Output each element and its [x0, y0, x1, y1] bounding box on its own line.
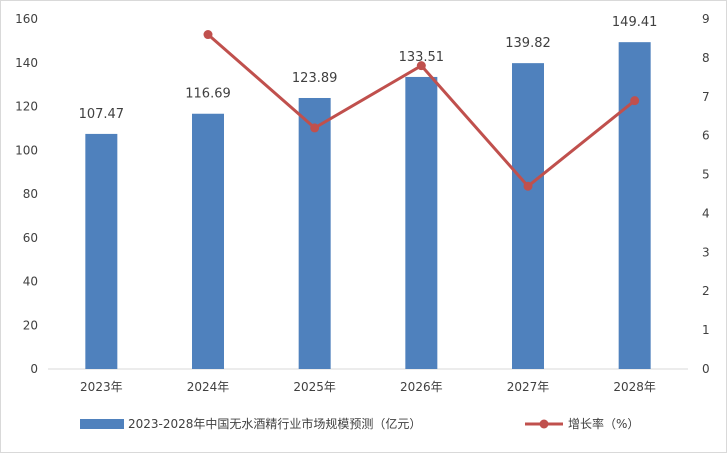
x-tick-label: 2024年	[187, 380, 230, 394]
y-left-tick-label: 160	[15, 12, 38, 26]
x-tick-label: 2026年	[400, 380, 443, 394]
growth-line-layer	[203, 30, 640, 191]
y-right-tick-label: 0	[702, 362, 710, 376]
axes-layer: 0 20 40 60 80 100 120 140 160 0 1 2 3 4 5 6 7 8 9 2023年 2024…	[15, 12, 710, 394]
bar	[512, 63, 544, 370]
data-label: 123.89	[292, 71, 338, 86]
y-left-tick-label: 120	[15, 100, 38, 114]
y-left-tick-label: 40	[23, 275, 38, 289]
y-right-tick-label: 4	[702, 206, 710, 220]
data-labels-layer: 107.47 116.69 123.89 133.51 139.82 149.41	[79, 15, 658, 122]
x-tick-label: 2023年	[80, 380, 123, 394]
x-tick-label: 2025年	[293, 380, 336, 394]
y-left-tick-label: 60	[23, 231, 38, 245]
y-left-tick-label: 0	[30, 362, 38, 376]
data-label: 149.41	[612, 15, 658, 30]
data-label: 133.51	[399, 50, 445, 65]
bar	[192, 113, 224, 369]
y-left-tick-label: 140	[15, 56, 38, 70]
legend-bar-label: 2023-2028年中国无水酒精行业市场规模预测（亿元）	[128, 416, 421, 431]
y-right-tick-label: 9	[702, 12, 710, 26]
y-right-tick-label: 5	[702, 168, 710, 182]
y-right-tick-label: 1	[702, 323, 710, 337]
y-right-tick-label: 7	[702, 90, 710, 104]
y-right-tick-label: 6	[702, 129, 710, 143]
growth-point	[523, 181, 533, 191]
data-label: 116.69	[185, 87, 231, 102]
bar	[85, 133, 118, 369]
growth-point	[416, 61, 426, 71]
bar	[298, 97, 331, 369]
y-left-tick-label: 80	[23, 187, 38, 201]
legend-line-marker	[539, 419, 549, 429]
bars-layer	[85, 42, 651, 370]
growth-point	[203, 30, 213, 40]
legend-line-label: 增长率（%）	[568, 416, 639, 431]
x-tick-label: 2027年	[507, 380, 550, 394]
y-right-tick-label: 3	[702, 245, 710, 259]
data-label: 139.82	[505, 36, 551, 51]
legend: 2023-2028年中国无水酒精行业市场规模预测（亿元） 增长率（%）	[80, 416, 639, 431]
y-right-tick-label: 8	[702, 51, 710, 65]
y-left-tick-label: 100	[15, 143, 38, 157]
y-right-tick-label: 2	[702, 284, 710, 298]
growth-point	[310, 123, 320, 133]
legend-bar-swatch	[80, 419, 124, 429]
x-tick-label: 2028年	[613, 380, 656, 394]
growth-point	[630, 96, 640, 106]
bar	[618, 42, 651, 370]
data-label: 107.47	[79, 107, 125, 122]
bar	[405, 76, 438, 370]
y-left-tick-label: 20	[23, 318, 38, 332]
